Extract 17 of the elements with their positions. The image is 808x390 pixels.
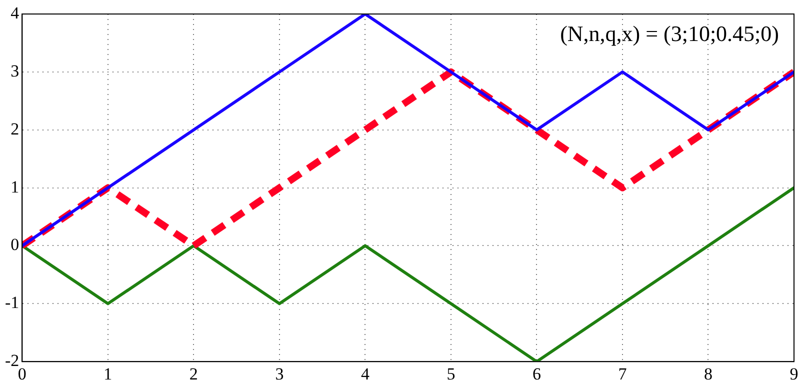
y-tick-label: -2	[4, 351, 20, 370]
y-tick-label: 0	[10, 235, 20, 254]
x-tick-label: 7	[618, 364, 628, 384]
x-tick-label: 1	[104, 364, 112, 384]
y-tick-label: 4	[10, 3, 20, 22]
x-tick-label: 9	[790, 364, 798, 384]
x-tick-label: 6	[532, 364, 541, 384]
y-tick-label: 2	[10, 119, 20, 138]
y-tick-label: 1	[10, 177, 20, 196]
x-tick-label: 3	[275, 364, 284, 384]
x-tick-label: 8	[704, 364, 712, 384]
x-tick-label: 5	[446, 364, 456, 384]
y-tick-label: 3	[10, 61, 20, 80]
y-tick-label: -1	[4, 293, 20, 312]
annotation: (N,n,q,x) = (3;10;0.45;0)	[560, 20, 779, 46]
x-tick-label: 2	[189, 364, 198, 384]
x-tick-label: 4	[360, 364, 370, 384]
